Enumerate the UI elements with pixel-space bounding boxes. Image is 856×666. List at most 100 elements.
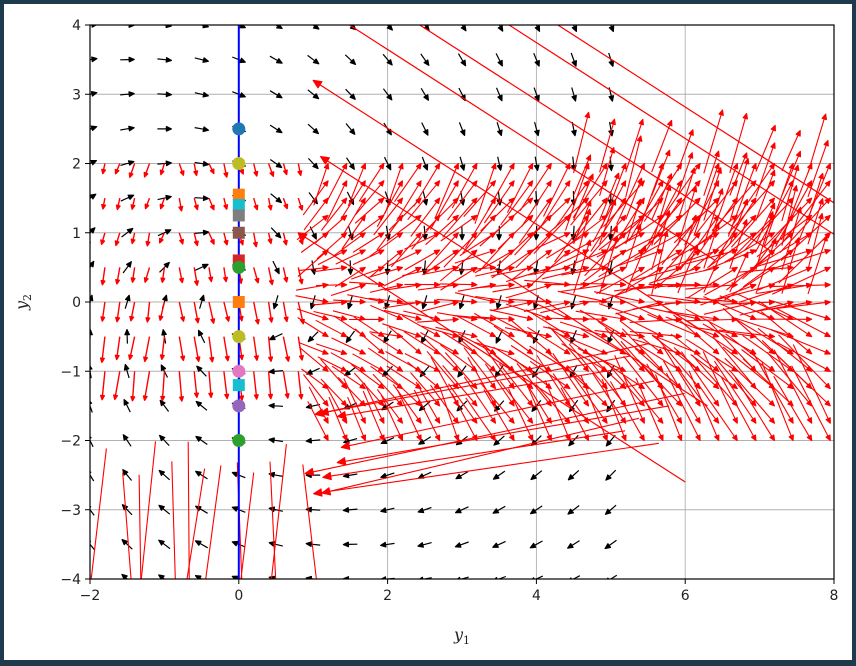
field-arrow-red (386, 365, 422, 390)
field-arrow-red (178, 163, 185, 176)
field-arrow-black (534, 121, 540, 137)
field-arrow-black (533, 87, 540, 102)
field-arrow-red (368, 297, 404, 305)
field-arrow-black (269, 55, 283, 64)
field-arrow-black (159, 399, 170, 412)
y-tick-label: 1 (72, 226, 81, 242)
field-arrow-red (659, 180, 701, 228)
field-arrow-red (425, 232, 459, 270)
field-arrow-red (223, 267, 228, 283)
field-arrow-black (122, 469, 133, 481)
field-arrow-black (421, 156, 429, 171)
field-arrow-red (781, 185, 798, 246)
field-arrow-black (157, 126, 172, 132)
field-arrow-red (370, 249, 404, 278)
field-arrow-red (542, 326, 590, 339)
field-arrow-black (268, 471, 284, 478)
field-arrow-red (442, 197, 478, 238)
field-arrow-red (734, 377, 776, 442)
field-arrow-red (573, 154, 592, 196)
field-arrow-red (315, 214, 348, 244)
field-arrow-black (496, 156, 503, 171)
field-arrow-red (474, 282, 515, 289)
field-arrow-red (593, 291, 645, 304)
field-arrow-red (755, 211, 775, 270)
field-arrow-red (559, 333, 608, 355)
field-arrow-black (417, 542, 432, 548)
field-arrow-red (297, 301, 305, 325)
field-arrow-red (114, 163, 121, 175)
field-arrow-black (158, 469, 171, 481)
field-arrow-red (369, 283, 404, 293)
field-arrow-red (727, 180, 776, 235)
field-arrow-red (554, 180, 590, 229)
field-arrow-black (157, 91, 172, 98)
initial-point-square (232, 209, 245, 222)
field-arrow-black (194, 57, 209, 63)
field-arrow-red (807, 235, 828, 295)
field-arrow-red (483, 389, 515, 442)
y-tick-label: −3 (60, 503, 81, 519)
field-arrow-black (194, 229, 210, 236)
field-arrow-red (729, 158, 750, 222)
field-arrow-red (100, 267, 106, 286)
initial-point-square (232, 296, 245, 308)
field-arrow-red (730, 197, 776, 248)
field-arrow-red (390, 232, 422, 268)
field-arrow-red (99, 336, 106, 363)
field-arrow-red (422, 265, 459, 276)
field-arrow-red (282, 197, 289, 210)
field-arrow-red (208, 301, 216, 324)
field-arrow-red (675, 365, 720, 424)
field-arrow-red (326, 180, 348, 222)
field-arrow-red (623, 355, 664, 407)
field-arrow-red (420, 300, 459, 313)
field-arrow-red (760, 311, 813, 355)
field-arrow-black (420, 53, 430, 66)
field-arrow-red (193, 163, 199, 176)
field-arrow-red (592, 180, 627, 243)
field-arrow-black (344, 54, 357, 65)
field-arrow-black (380, 472, 395, 479)
field-arrow-black (345, 88, 356, 100)
axis-ticks: −2 0 2 4 6 8 −4 −3 −2 −1 0 1 2 3 4 (60, 18, 838, 604)
field-arrow-black (270, 227, 282, 239)
field-arrow-black (420, 330, 429, 344)
field-arrow-black (495, 87, 503, 102)
field-arrow-red (208, 371, 214, 399)
field-arrow-black (161, 329, 167, 344)
field-arrow-black (345, 123, 356, 135)
field-arrow-red (370, 304, 404, 320)
field-arrow-red (755, 169, 776, 221)
field-arrow-red (394, 162, 422, 203)
field-arrow-red (193, 267, 199, 286)
field-arrow-red (670, 333, 720, 372)
field-arrow-red (538, 180, 571, 230)
field-arrow-black (123, 399, 131, 413)
field-arrow-red (223, 301, 231, 322)
field-arrow-red (647, 313, 701, 338)
field-arrow-red (367, 347, 404, 372)
field-arrow-red (352, 249, 385, 266)
field-arrow-black (194, 91, 209, 98)
field-arrow-black (194, 160, 210, 167)
field-arrow-black (272, 295, 279, 310)
field-arrow-red (646, 306, 701, 321)
field-arrow-red (619, 320, 664, 355)
field-arrow-red (615, 266, 664, 297)
field-arrow-red (282, 371, 290, 399)
field-arrow-black (307, 157, 319, 170)
field-arrow-red (178, 232, 184, 245)
field-arrow-red (253, 371, 259, 400)
field-arrow-red (473, 341, 515, 356)
field-arrow-red (193, 301, 200, 324)
field-arrow-red (193, 232, 199, 247)
field-arrow-red (600, 162, 627, 229)
field-arrow-red (334, 266, 366, 288)
field-arrow-red (703, 188, 724, 246)
field-arrow-red (352, 353, 385, 372)
field-arrow-red (205, 465, 222, 579)
field-arrow-red (729, 152, 748, 196)
field-arrow-red (240, 472, 255, 579)
